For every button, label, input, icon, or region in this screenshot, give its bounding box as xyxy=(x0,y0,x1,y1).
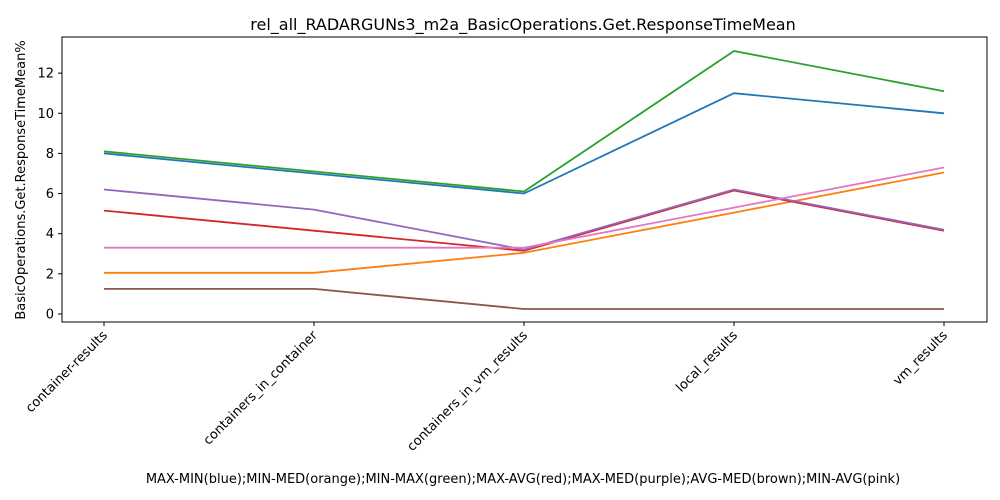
series-line-0 xyxy=(103,92,945,195)
x-tick-label: containers_in_container xyxy=(201,328,322,449)
x-tick-label: containers_in_vm_results xyxy=(405,328,531,454)
series-line-2 xyxy=(103,50,945,193)
series-line-4 xyxy=(103,188,945,251)
y-tick-label: 10 xyxy=(37,107,54,122)
x-axis: container-results containers_in_container… xyxy=(23,322,951,455)
y-tick-label: 6 xyxy=(46,187,54,202)
series-line-3 xyxy=(103,189,945,252)
y-tick-label: 2 xyxy=(46,267,54,282)
x-tick-label: local_results xyxy=(673,328,741,396)
plot-frame xyxy=(61,36,988,323)
series-line-1 xyxy=(104,171,945,274)
y-tick-label: 4 xyxy=(46,227,54,242)
series-line-5 xyxy=(104,287,944,310)
chart-title: rel_all_RADARGUNs3_m2a_BasicOperations.G… xyxy=(250,15,796,35)
y-tick-label: 0 xyxy=(46,307,54,322)
series-line-6 xyxy=(104,166,945,249)
y-tick-label: 12 xyxy=(37,67,54,82)
series-layer xyxy=(103,50,945,310)
x-tick-label: vm_results xyxy=(890,328,951,389)
x-tick-label: container-results xyxy=(23,328,111,416)
y-axis: 0 2 4 6 8 10 12 xyxy=(37,67,62,322)
y-axis-label: BasicOperations.Get.ResponseTimeMean% xyxy=(14,40,29,319)
x-axis-label: MAX-MIN(blue);MIN-MED(orange);MIN-MAX(gr… xyxy=(146,472,900,487)
y-tick-label: 8 xyxy=(46,147,54,162)
